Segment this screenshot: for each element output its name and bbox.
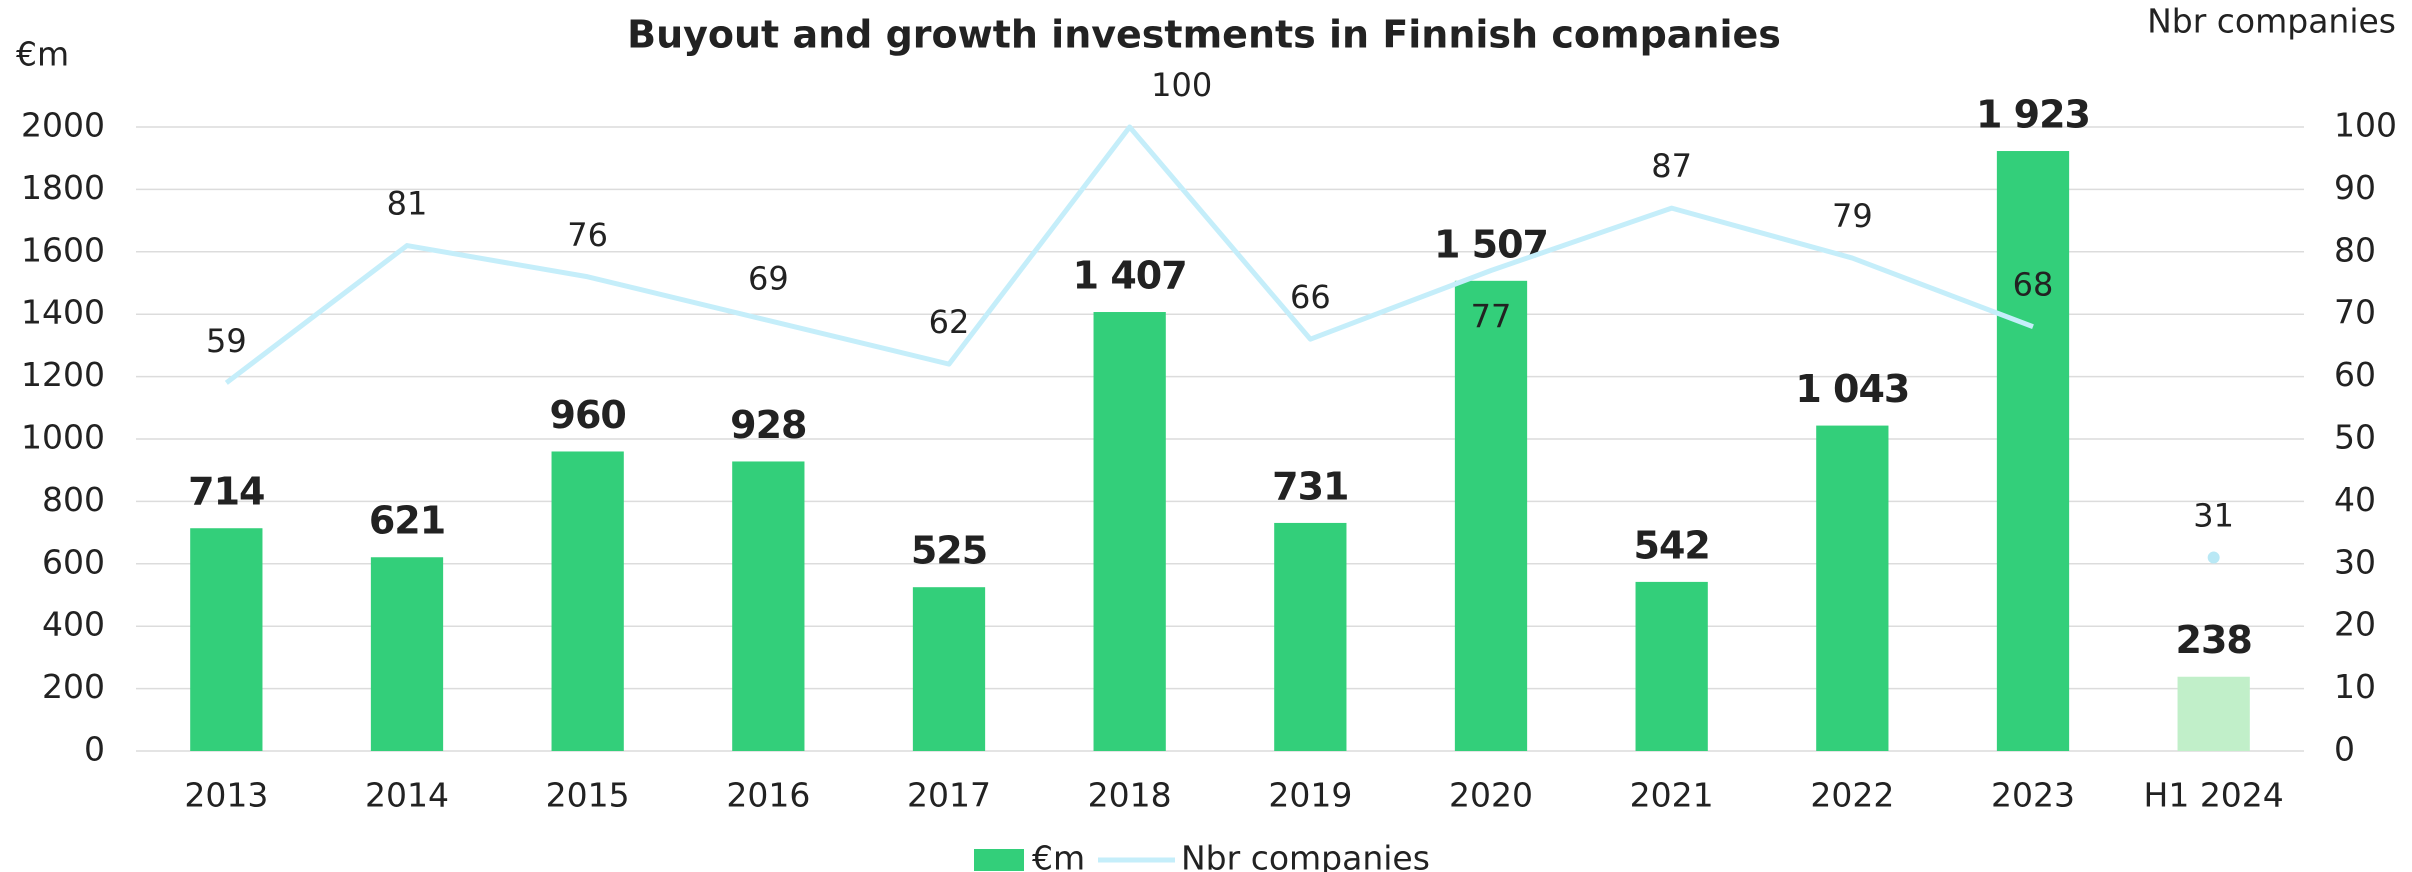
bar-label: 238 xyxy=(2176,618,2252,662)
line-label: 81 xyxy=(387,185,428,223)
x-tick-label: 2023 xyxy=(1991,776,2075,815)
x-tick-label: 2019 xyxy=(1268,776,1352,815)
y-tick-label: 800 xyxy=(42,480,105,519)
legend-swatch xyxy=(974,849,1024,871)
bar xyxy=(2177,676,2250,751)
bar-label: 525 xyxy=(911,529,987,573)
y-tick-label: 1200 xyxy=(21,355,105,394)
y2-tick-label: 100 xyxy=(2334,106,2397,145)
bar-label: 960 xyxy=(550,393,626,437)
bar xyxy=(1274,522,1347,751)
bar-label: 1 407 xyxy=(1073,254,1187,298)
bar-label: 731 xyxy=(1272,464,1348,508)
line-label: 68 xyxy=(2013,266,2054,304)
chart-title: Buyout and growth investments in Finnish… xyxy=(627,13,1781,57)
x-tick-label: 2020 xyxy=(1449,776,1533,815)
y-tick-label: 1000 xyxy=(21,418,105,457)
y2-tick-label: 70 xyxy=(2334,293,2376,332)
bar-label: 1 043 xyxy=(1795,367,1909,411)
line-label: 31 xyxy=(2193,497,2234,535)
y-tick-label: 400 xyxy=(42,605,105,644)
line-label: 69 xyxy=(748,259,789,297)
bar xyxy=(370,557,444,751)
y2-tick-label: 0 xyxy=(2334,730,2355,769)
y-tick-label: 1600 xyxy=(21,230,105,269)
line-label: 76 xyxy=(567,216,608,254)
x-tick-label: 2014 xyxy=(365,776,449,815)
bar xyxy=(190,528,263,751)
y2-tick-label: 90 xyxy=(2334,168,2376,207)
y-axis-label: €m xyxy=(16,35,69,74)
line-label: 62 xyxy=(929,303,970,341)
line-label: 79 xyxy=(1832,197,1873,235)
bar-label: 928 xyxy=(730,403,806,447)
bar-label: 542 xyxy=(1634,523,1710,567)
y2-axis-label: Nbr companies xyxy=(2147,2,2396,41)
y2-tick-label: 60 xyxy=(2334,355,2376,394)
legend-label: €m xyxy=(1032,839,1085,872)
bar xyxy=(551,451,624,751)
y2-tick-label: 50 xyxy=(2334,418,2376,457)
line-point xyxy=(2207,551,2220,564)
y2-tick-label: 30 xyxy=(2334,542,2376,581)
legend-label: Nbr companies xyxy=(1181,839,1430,872)
y2-tick-label: 10 xyxy=(2334,667,2376,706)
line-label: 77 xyxy=(1471,298,1512,336)
x-tick-label: 2021 xyxy=(1630,776,1714,815)
y-tick-label: 1400 xyxy=(21,293,105,332)
y2-tick-label: 20 xyxy=(2334,605,2376,644)
x-tick-label: 2013 xyxy=(184,776,268,815)
x-tick-label: 2018 xyxy=(1088,776,1172,815)
bar xyxy=(1454,280,1528,751)
y-tick-label: 1800 xyxy=(21,168,105,207)
y2-tick-label: 40 xyxy=(2334,480,2376,519)
bar-label: 714 xyxy=(188,470,264,514)
line-label: 59 xyxy=(206,322,247,360)
line-label: 87 xyxy=(1651,147,1692,185)
y-tick-label: 2000 xyxy=(21,106,105,145)
bar xyxy=(1635,581,1708,751)
bar xyxy=(1816,425,1889,751)
y-tick-label: 200 xyxy=(42,667,105,706)
bar-label: 621 xyxy=(369,499,445,543)
line-label: 100 xyxy=(1151,66,1212,104)
bar xyxy=(912,587,986,751)
x-tick-label: 2017 xyxy=(907,776,991,815)
bar xyxy=(732,461,805,751)
bar-label: 1 923 xyxy=(1976,93,2090,137)
bar-label: 1 507 xyxy=(1434,222,1548,266)
bar xyxy=(1996,151,2070,752)
y-tick-label: 0 xyxy=(84,730,105,769)
x-tick-label: H1 2024 xyxy=(2144,776,2284,815)
bar xyxy=(1093,312,1166,751)
line-label: 66 xyxy=(1290,278,1331,316)
y-tick-label: 600 xyxy=(42,542,105,581)
x-tick-label: 2016 xyxy=(726,776,810,815)
x-tick-label: 2015 xyxy=(546,776,630,815)
y2-tick-label: 80 xyxy=(2334,230,2376,269)
line xyxy=(224,124,2034,385)
x-tick-label: 2022 xyxy=(1810,776,1894,815)
